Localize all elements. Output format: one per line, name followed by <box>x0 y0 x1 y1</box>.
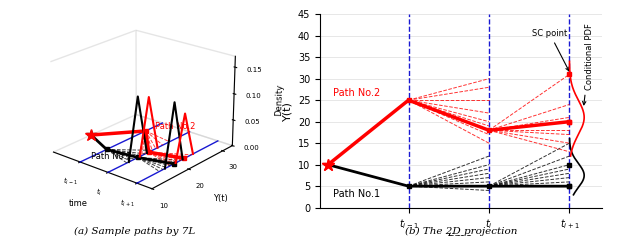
Text: (b) The 2D projection: (b) The 2D projection <box>404 227 517 236</box>
Text: Path No.1: Path No.1 <box>333 189 381 199</box>
Y-axis label: Y(t): Y(t) <box>282 101 292 121</box>
X-axis label: time: time <box>448 233 474 236</box>
Text: Conditional PDF: Conditional PDF <box>582 23 594 105</box>
Text: Path No.2: Path No.2 <box>333 88 381 98</box>
Text: SC point: SC point <box>532 29 569 71</box>
Text: (a) Sample paths by 7L: (a) Sample paths by 7L <box>74 227 195 236</box>
Y-axis label: Y(t): Y(t) <box>212 194 227 203</box>
X-axis label: time: time <box>69 199 88 208</box>
